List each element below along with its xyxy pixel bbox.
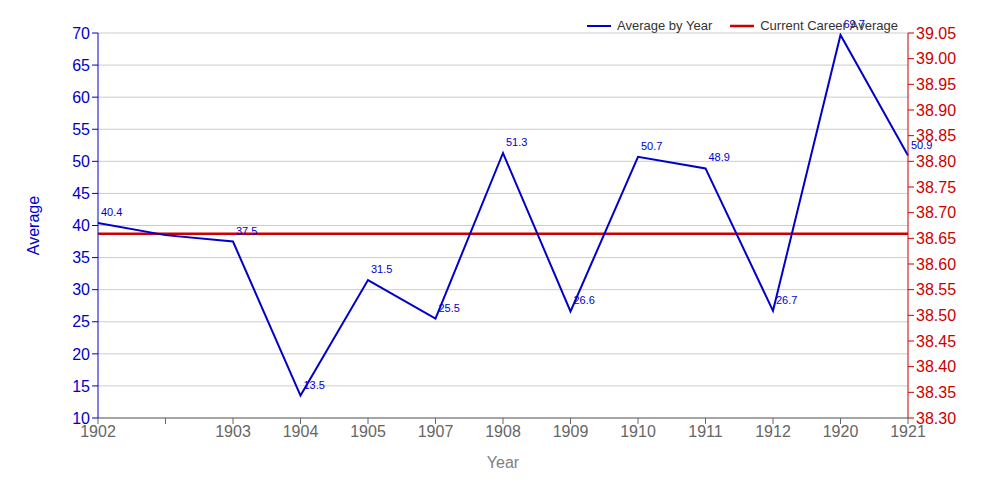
svg-text:50: 50 [72, 153, 90, 170]
svg-text:38.75: 38.75 [916, 179, 956, 196]
svg-text:39.00: 39.00 [916, 50, 956, 67]
svg-text:25: 25 [72, 313, 90, 330]
svg-text:35: 35 [72, 249, 90, 266]
svg-text:1904: 1904 [283, 423, 319, 440]
svg-text:38.65: 38.65 [916, 230, 956, 247]
svg-text:50.9: 50.9 [911, 139, 932, 151]
svg-text:31.5: 31.5 [371, 263, 392, 275]
svg-text:38.80: 38.80 [916, 153, 956, 170]
svg-text:40.4: 40.4 [101, 206, 122, 218]
svg-text:Year: Year [487, 454, 520, 471]
svg-text:1912: 1912 [755, 423, 791, 440]
svg-text:38.60: 38.60 [916, 256, 956, 273]
svg-text:1903: 1903 [215, 423, 251, 440]
svg-text:1905: 1905 [350, 423, 386, 440]
svg-text:13.5: 13.5 [304, 379, 325, 391]
svg-text:38.35: 38.35 [916, 384, 956, 401]
svg-text:40: 40 [72, 217, 90, 234]
svg-text:38.90: 38.90 [916, 102, 956, 119]
svg-text:38.95: 38.95 [916, 76, 956, 93]
svg-text:50.7: 50.7 [641, 140, 662, 152]
svg-text:20: 20 [72, 346, 90, 363]
svg-text:38.30: 38.30 [916, 410, 956, 427]
svg-text:1911: 1911 [688, 423, 723, 440]
svg-text:38.45: 38.45 [916, 333, 956, 350]
svg-text:51.3: 51.3 [506, 136, 527, 148]
svg-text:1920: 1920 [823, 423, 859, 440]
svg-text:30: 30 [72, 281, 90, 298]
svg-text:70: 70 [72, 25, 90, 42]
svg-text:45: 45 [72, 185, 90, 202]
svg-text:26.6: 26.6 [574, 294, 595, 306]
svg-text:10: 10 [72, 410, 90, 427]
svg-text:55: 55 [72, 121, 90, 138]
svg-text:48.9: 48.9 [709, 151, 730, 163]
svg-text:25.5: 25.5 [439, 302, 460, 314]
svg-text:38.70: 38.70 [916, 204, 956, 221]
svg-text:Average: Average [25, 196, 42, 255]
svg-text:65: 65 [72, 57, 90, 74]
svg-text:39.05: 39.05 [916, 25, 956, 42]
svg-text:60: 60 [72, 89, 90, 106]
svg-text:1908: 1908 [485, 423, 521, 440]
svg-text:69.7: 69.7 [844, 18, 865, 30]
svg-text:38.55: 38.55 [916, 281, 956, 298]
svg-text:37.5: 37.5 [236, 225, 257, 237]
svg-text:38.40: 38.40 [916, 358, 956, 375]
svg-text:1909: 1909 [553, 423, 589, 440]
svg-text:15: 15 [72, 378, 90, 395]
svg-text:38.50: 38.50 [916, 307, 956, 324]
svg-text:26.7: 26.7 [776, 294, 797, 306]
svg-text:1907: 1907 [418, 423, 454, 440]
svg-text:1910: 1910 [620, 423, 656, 440]
